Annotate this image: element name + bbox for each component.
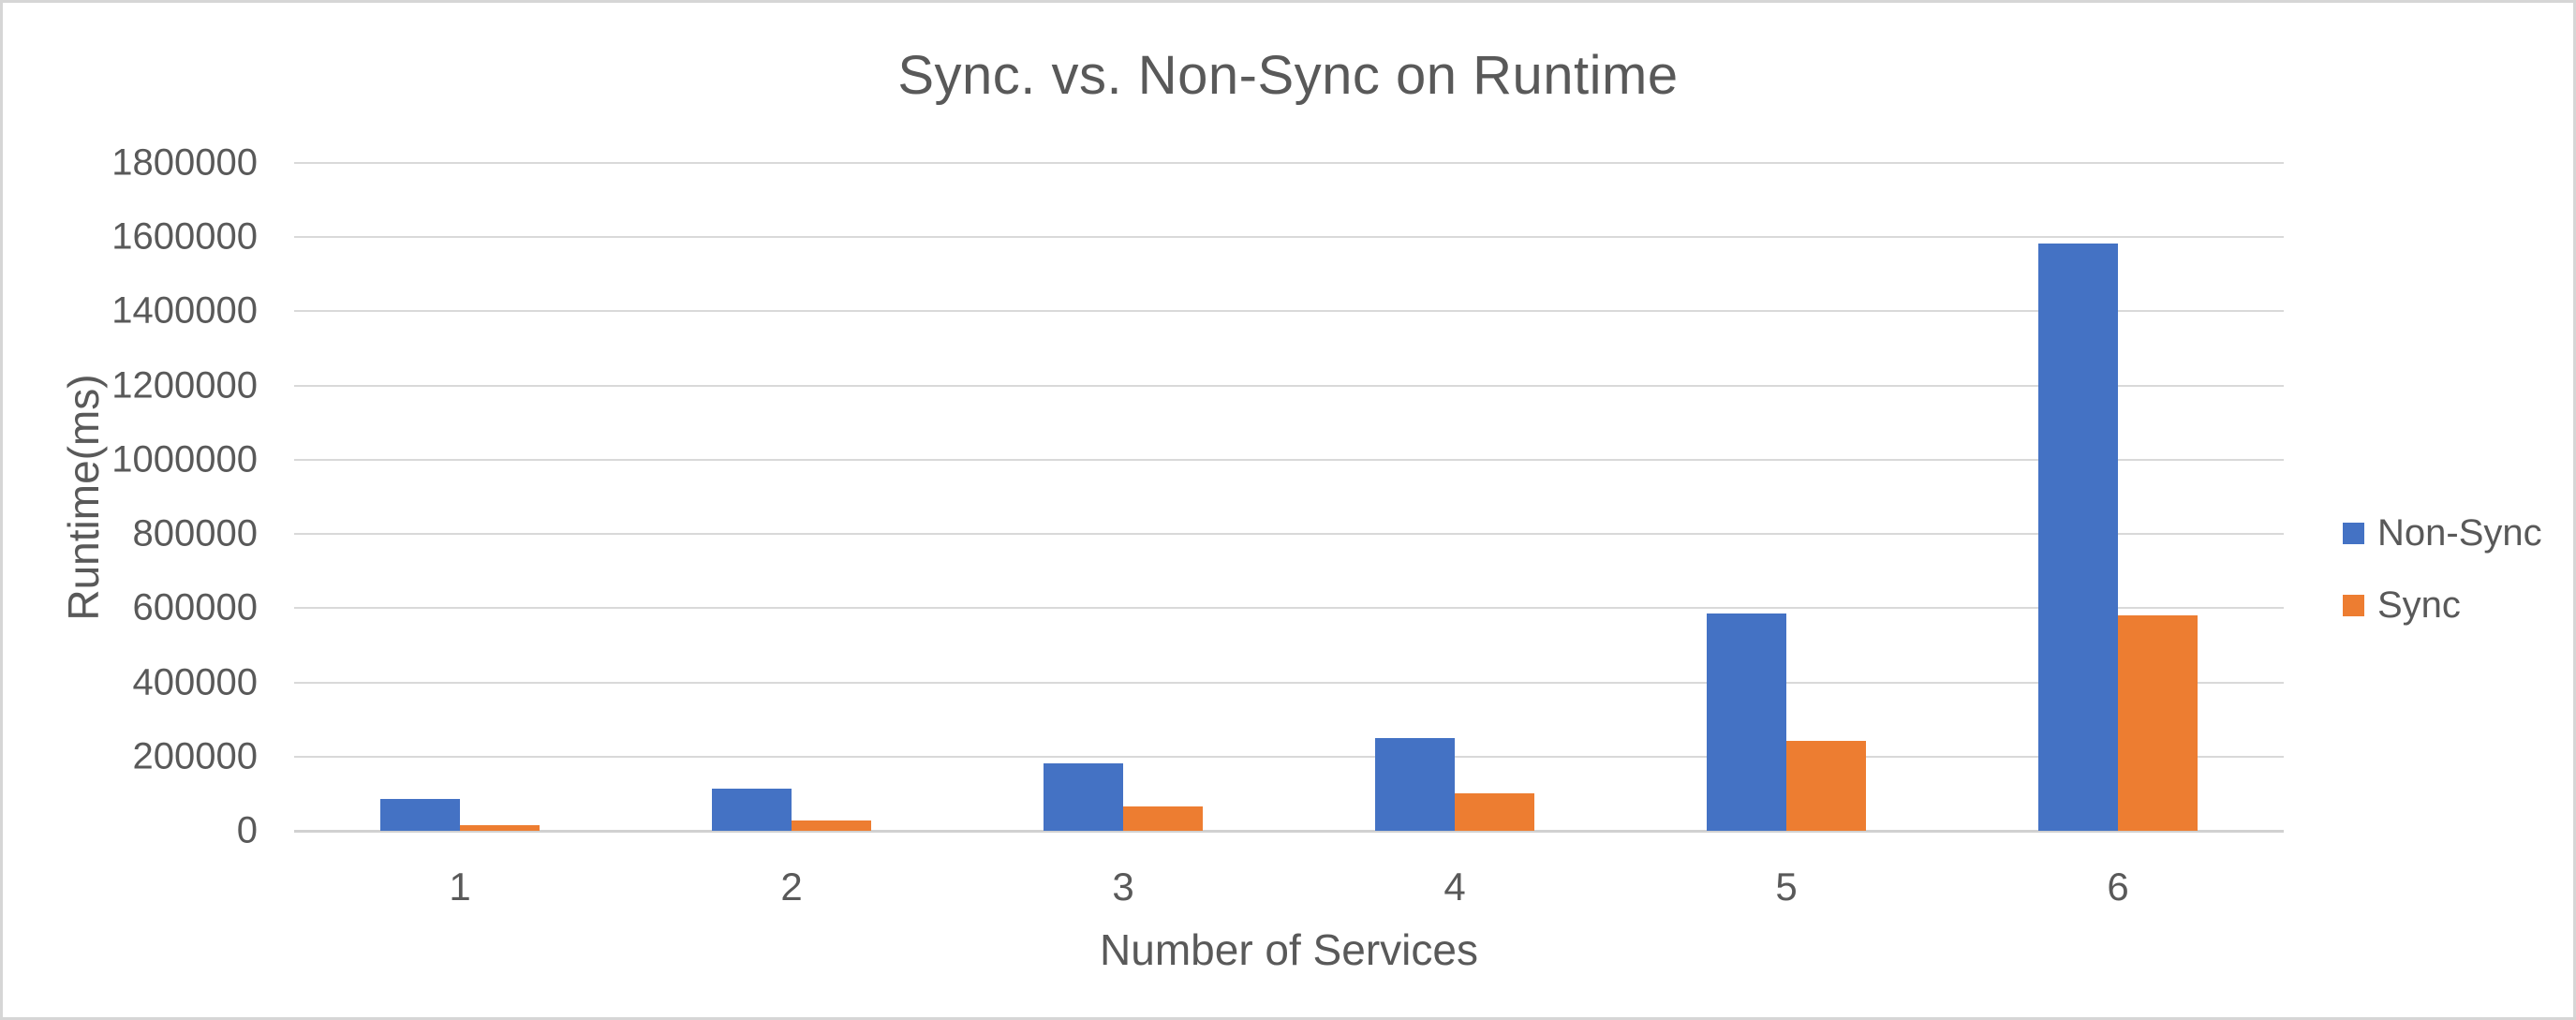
- y-tick-label: 200000: [132, 735, 258, 777]
- bar-non-sync-3: [1044, 762, 1123, 831]
- y-tick-label: 1600000: [111, 215, 258, 258]
- x-tick-label: 4: [1443, 865, 1466, 909]
- gridline: [294, 162, 2284, 164]
- x-tick-label: 1: [449, 865, 471, 909]
- gridline: [294, 310, 2284, 313]
- x-tick-label: 5: [1775, 865, 1798, 909]
- x-tick-label: 3: [1112, 865, 1134, 909]
- bar-non-sync-6: [2038, 244, 2118, 831]
- legend-swatch-sync-icon: [2343, 595, 2364, 616]
- gridline: [294, 458, 2284, 461]
- y-tick-label: 1800000: [111, 141, 258, 184]
- bar-non-sync-4: [1375, 737, 1455, 831]
- legend-label-sync: Sync: [2377, 584, 2461, 626]
- y-tick-label: 1000000: [111, 438, 258, 480]
- bar-non-sync-2: [712, 789, 792, 831]
- y-tick-label: 600000: [132, 586, 258, 628]
- bar-sync-4: [1455, 793, 1534, 831]
- y-tick-label: 800000: [132, 512, 258, 554]
- bar-sync-1: [460, 825, 540, 831]
- plot-area: [294, 162, 2284, 833]
- y-axis-title: Runtime(ms): [59, 374, 108, 621]
- y-tick-label: 400000: [132, 661, 258, 703]
- legend-label-non-sync: Non-Sync: [2377, 512, 2542, 554]
- legend-item-non-sync: Non-Sync: [2343, 512, 2542, 554]
- gridline: [294, 533, 2284, 536]
- y-tick-label: 1400000: [111, 289, 258, 332]
- gridline: [294, 607, 2284, 610]
- bar-sync-6: [2118, 615, 2198, 831]
- x-tick-label: 2: [780, 865, 803, 909]
- gridline: [294, 681, 2284, 684]
- legend-swatch-non-sync-icon: [2343, 523, 2364, 544]
- bar-sync-3: [1123, 806, 1203, 831]
- gridline: [294, 236, 2284, 239]
- bar-sync-2: [792, 820, 871, 831]
- x-tick-label: 6: [2107, 865, 2129, 909]
- chart-title: Sync. vs. Non-Sync on Runtime: [897, 45, 1679, 106]
- gridline: [294, 384, 2284, 387]
- bar-sync-5: [1786, 740, 1866, 831]
- bar-non-sync-1: [380, 798, 460, 831]
- legend: Non-Sync Sync: [2343, 512, 2542, 657]
- bar-non-sync-5: [1707, 613, 1786, 831]
- legend-item-sync: Sync: [2343, 584, 2542, 627]
- y-tick-label: 1200000: [111, 364, 258, 407]
- x-axis-line: [294, 830, 2284, 833]
- gridline: [294, 755, 2284, 758]
- x-axis-title: Number of Services: [1100, 925, 1478, 974]
- y-tick-label: 0: [236, 809, 258, 851]
